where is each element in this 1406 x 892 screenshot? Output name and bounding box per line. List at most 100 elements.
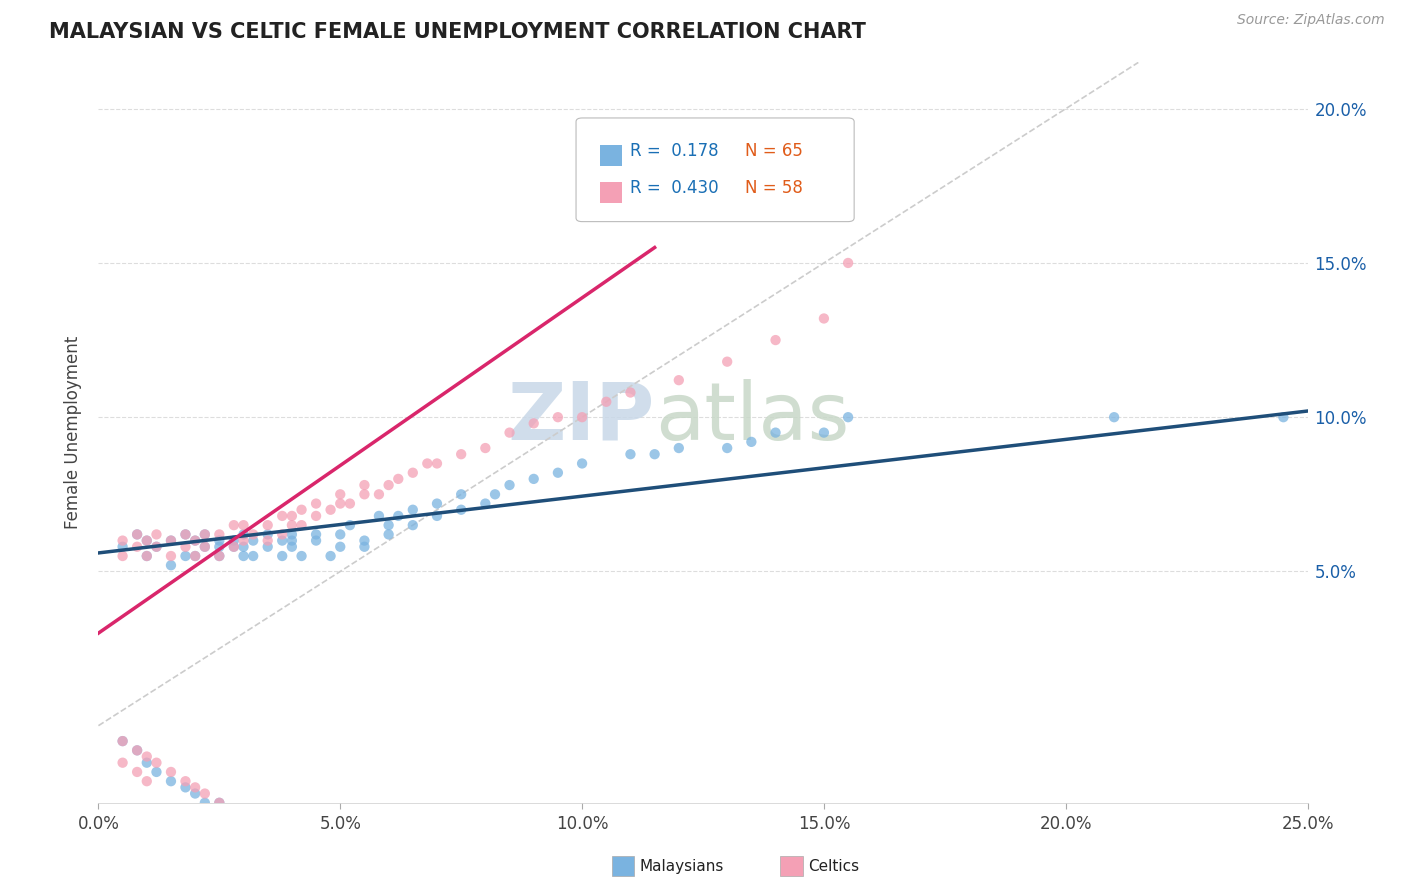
Point — [547, 466, 569, 480]
Point — [160, 764, 183, 779]
Point — [256, 827, 278, 841]
Point — [353, 478, 375, 492]
Point — [426, 457, 449, 471]
Text: Source: ZipAtlas.com: Source: ZipAtlas.com — [1237, 13, 1385, 28]
Text: ZIP: ZIP — [508, 379, 655, 457]
Point — [232, 549, 254, 563]
Point — [319, 549, 342, 563]
Text: N = 65: N = 65 — [745, 143, 803, 161]
Y-axis label: Female Unemployment: Female Unemployment — [65, 336, 83, 529]
Point — [127, 743, 149, 757]
Point — [281, 540, 304, 554]
Point — [232, 811, 254, 825]
Text: Malaysians: Malaysians — [640, 859, 724, 873]
Point — [160, 533, 183, 548]
Point — [668, 373, 690, 387]
Point — [135, 749, 157, 764]
Text: R =  0.178: R = 0.178 — [630, 143, 718, 161]
Point — [305, 497, 328, 511]
Point — [290, 842, 312, 856]
Point — [644, 447, 666, 461]
Point — [813, 311, 835, 326]
Point — [353, 540, 375, 554]
Point — [290, 518, 312, 533]
Point — [271, 827, 294, 841]
Point — [194, 540, 217, 554]
Text: MALAYSIAN VS CELTIC FEMALE UNEMPLOYMENT CORRELATION CHART: MALAYSIAN VS CELTIC FEMALE UNEMPLOYMENT … — [49, 22, 866, 42]
Point — [256, 533, 278, 548]
Bar — [600, 182, 621, 203]
Point — [547, 410, 569, 425]
Point — [145, 764, 167, 779]
Point — [498, 425, 520, 440]
Point — [271, 827, 294, 841]
Point — [135, 533, 157, 548]
Point — [765, 425, 787, 440]
Point — [208, 549, 231, 563]
Point — [319, 857, 342, 871]
Point — [271, 527, 294, 541]
Point — [329, 527, 352, 541]
Point — [184, 533, 207, 548]
Point — [232, 533, 254, 548]
Bar — [600, 145, 621, 166]
Text: R =  0.430: R = 0.430 — [630, 179, 718, 197]
Point — [329, 487, 352, 501]
Point — [740, 434, 762, 449]
Point — [353, 872, 375, 887]
Point — [281, 527, 304, 541]
Point — [305, 508, 328, 523]
Point — [194, 796, 217, 810]
Point — [450, 447, 472, 461]
Point — [232, 518, 254, 533]
Point — [387, 508, 409, 523]
Point — [281, 518, 304, 533]
Point — [111, 540, 134, 554]
Point — [450, 502, 472, 516]
Point — [619, 385, 641, 400]
Point — [571, 410, 593, 425]
Text: Celtics: Celtics — [808, 859, 859, 873]
Point — [184, 787, 207, 801]
Point — [256, 827, 278, 841]
Point — [271, 549, 294, 563]
Point — [194, 540, 217, 554]
Point — [474, 497, 496, 511]
Point — [208, 796, 231, 810]
Point — [222, 518, 245, 533]
Point — [135, 549, 157, 563]
Point — [184, 549, 207, 563]
Point — [160, 549, 183, 563]
Point — [837, 410, 859, 425]
Point — [571, 457, 593, 471]
Point — [145, 527, 167, 541]
Point — [242, 817, 264, 831]
Point — [353, 487, 375, 501]
Point — [174, 527, 197, 541]
Point — [135, 756, 157, 770]
Point — [319, 857, 342, 871]
Point — [339, 872, 361, 887]
Point — [127, 540, 149, 554]
Point — [135, 533, 157, 548]
Point — [329, 867, 352, 881]
Point — [127, 764, 149, 779]
Point — [281, 508, 304, 523]
Point — [242, 549, 264, 563]
Point — [127, 527, 149, 541]
Point — [339, 518, 361, 533]
Point — [256, 540, 278, 554]
Point — [523, 472, 546, 486]
Point — [1272, 410, 1295, 425]
Point — [474, 441, 496, 455]
Point — [305, 848, 328, 863]
Point — [145, 540, 167, 554]
Point — [377, 478, 399, 492]
Point — [290, 842, 312, 856]
Point — [194, 787, 217, 801]
Point — [1102, 410, 1125, 425]
Point — [339, 867, 361, 881]
Point — [232, 540, 254, 554]
Point — [208, 540, 231, 554]
Point — [329, 867, 352, 881]
